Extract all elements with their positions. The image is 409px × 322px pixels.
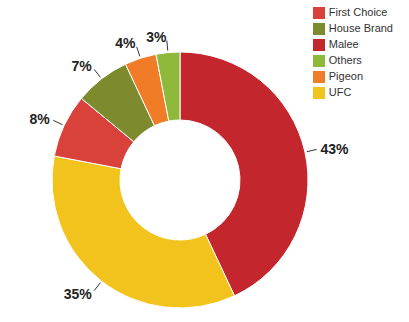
html-text:Pigeon: Pigeon [328, 70, 363, 82]
html-text:UFC: UFC [328, 86, 352, 98]
svg-text:35%: 35% [64, 286, 93, 302]
svg-text:4%: 4% [115, 35, 136, 51]
html-text:Others: Others [328, 54, 362, 66]
svg-text:43%: 43% [321, 141, 350, 157]
svg-text:3%: 3% [146, 29, 167, 45]
html-text:Malee: Malee [328, 38, 359, 50]
html-text:House Brand: House Brand [328, 22, 393, 34]
svg-text:7%: 7% [72, 58, 93, 74]
html-text:First Choice: First Choice [328, 6, 388, 18]
svg-text:8%: 8% [29, 111, 50, 127]
